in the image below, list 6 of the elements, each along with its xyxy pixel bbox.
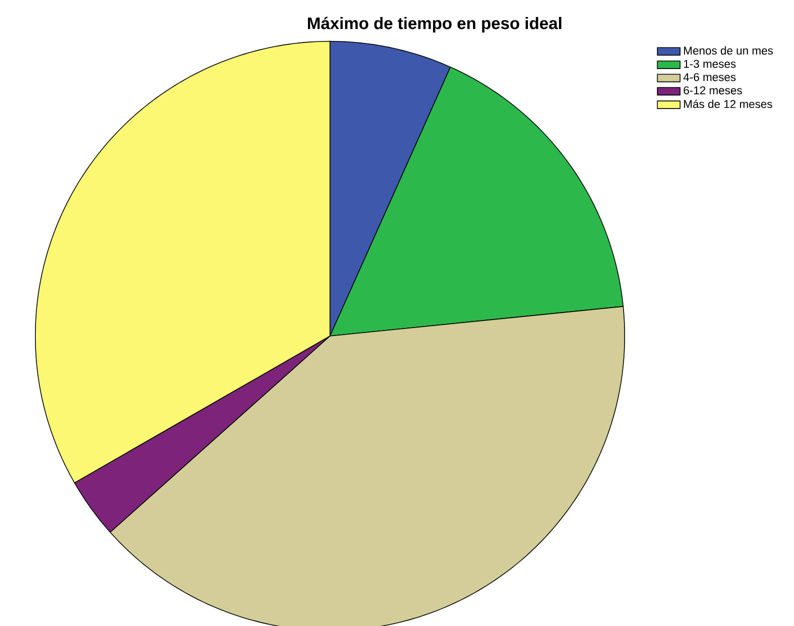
legend-label: Más de 12 meses	[684, 100, 772, 108]
legend-label: 4-6 meses	[683, 73, 736, 82]
legend-label: Menos de un mes	[684, 46, 773, 55]
legend-label: 1-3 meses	[684, 60, 736, 68]
legend-label: 6-12 meses	[684, 86, 742, 94]
chart-title: Máximo de tiempo en peso ideal	[308, 16, 562, 32]
